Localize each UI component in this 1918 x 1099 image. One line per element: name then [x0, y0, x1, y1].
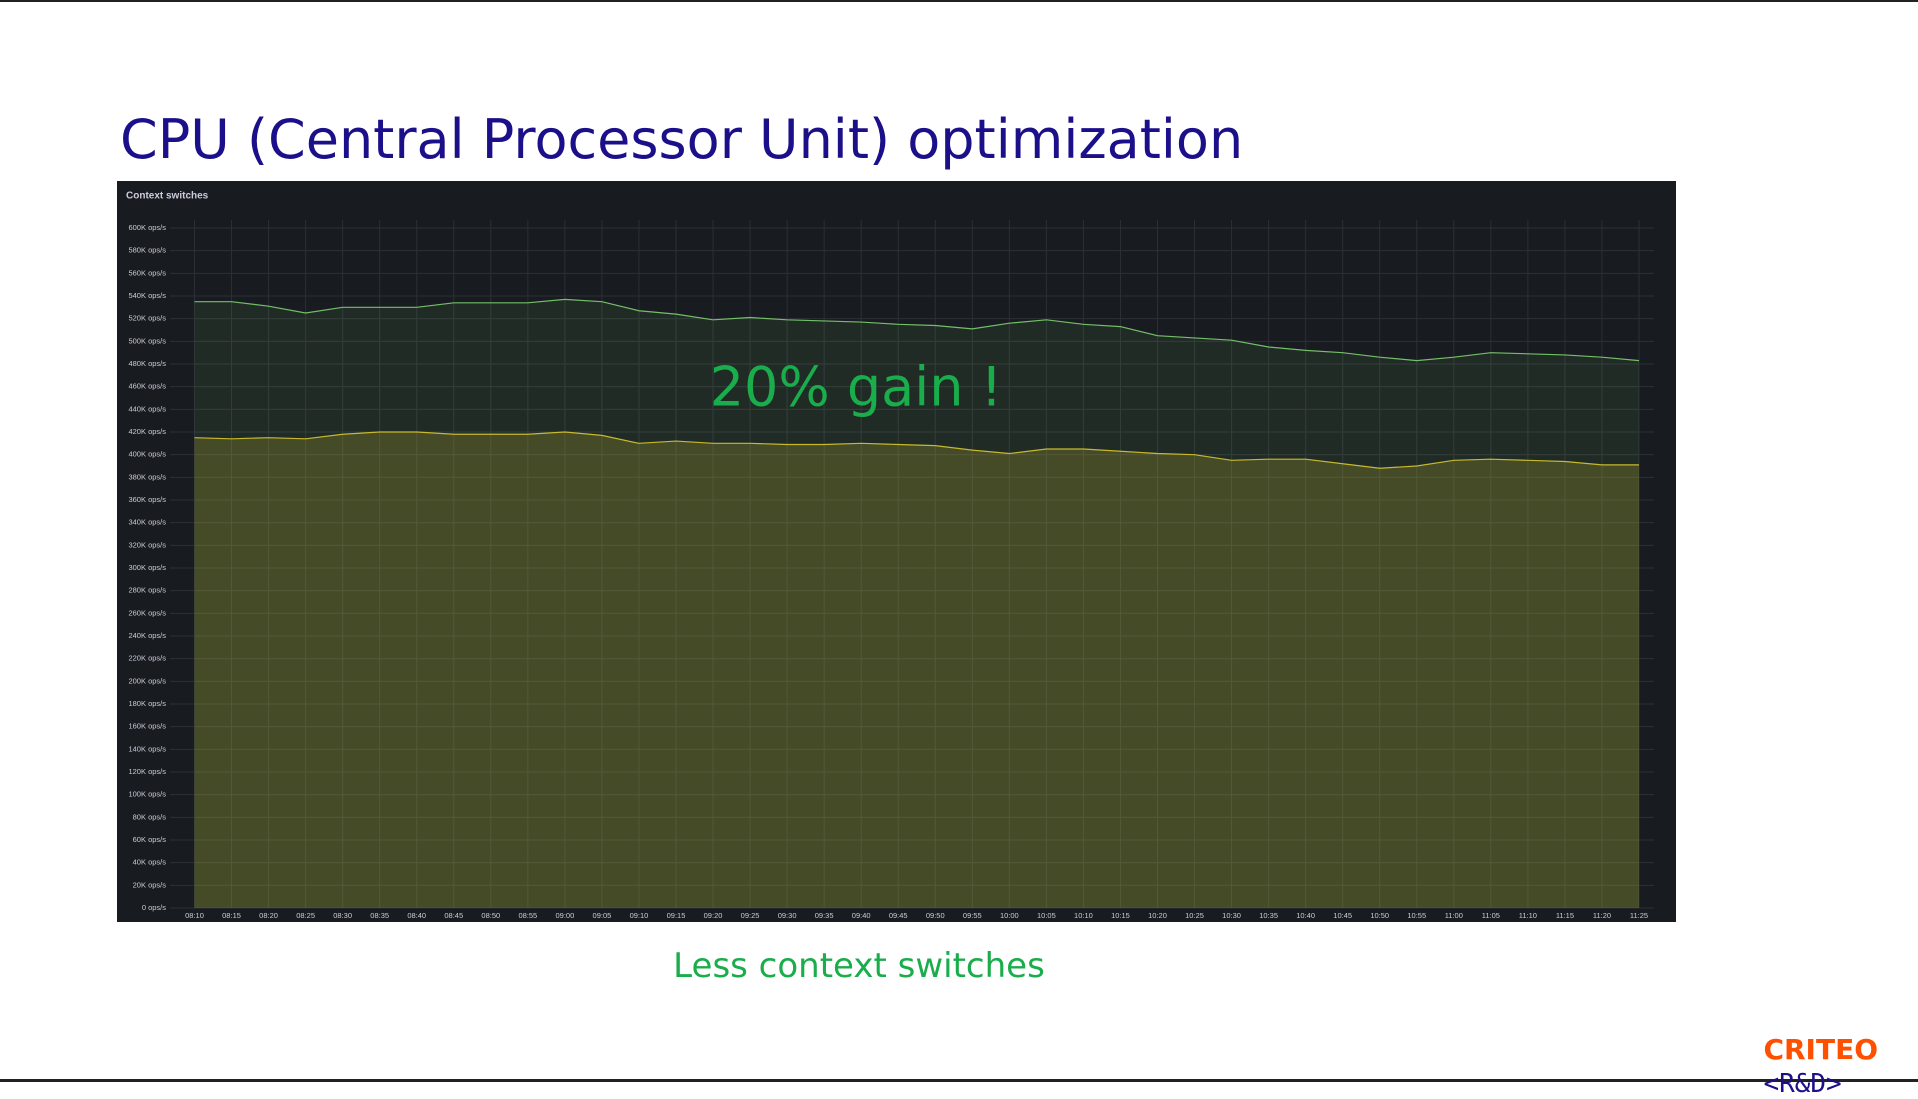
- x-tick-label: 10:15: [1111, 911, 1130, 920]
- y-tick-label: 300K ops/s: [128, 563, 166, 572]
- y-tick-label: 80K ops/s: [133, 812, 167, 821]
- top-border: [0, 0, 1918, 2]
- y-tick-label: 20K ops/s: [133, 880, 167, 889]
- y-tick-label: 280K ops/s: [128, 586, 166, 595]
- x-tick-label: 09:40: [852, 911, 871, 920]
- x-tick-label: 09:45: [889, 911, 908, 920]
- y-tick-label: 540K ops/s: [128, 291, 166, 300]
- y-tick-label: 420K ops/s: [128, 427, 166, 436]
- panel: [117, 181, 1676, 922]
- y-tick-label: 360K ops/s: [128, 495, 166, 504]
- annotation: 20% gain !: [709, 355, 1003, 419]
- y-tick-label: 600K ops/s: [128, 223, 166, 232]
- x-tick-label: 09:55: [963, 911, 982, 920]
- x-tick-label: 08:25: [296, 911, 315, 920]
- y-tick-label: 520K ops/s: [128, 314, 166, 323]
- x-tick-label: 11:10: [1519, 911, 1537, 920]
- x-tick-label: 11:15: [1556, 911, 1574, 920]
- x-tick-label: 08:10: [185, 911, 204, 920]
- y-tick-label: 40K ops/s: [133, 858, 167, 867]
- x-tick-label: 10:20: [1148, 911, 1167, 920]
- x-tick-label: 11:25: [1630, 911, 1648, 920]
- y-tick-label: 380K ops/s: [128, 472, 166, 481]
- x-tick-label: 10:10: [1074, 911, 1093, 920]
- panel-title: Context switches: [126, 191, 209, 202]
- logo: CRITEO <R&D>: [1746, 1000, 1878, 1099]
- x-tick-label: 11:05: [1482, 911, 1500, 920]
- x-tick-label: 10:30: [1222, 911, 1241, 920]
- logo-brand: CRITEO: [1763, 1033, 1878, 1066]
- x-tick-label: 10:05: [1037, 911, 1056, 920]
- slide-title: CPU (Central Processor Unit) optimizatio…: [120, 108, 1244, 171]
- x-tick-label: 08:50: [481, 911, 500, 920]
- y-tick-label: 60K ops/s: [133, 835, 167, 844]
- y-tick-label: 400K ops/s: [128, 450, 166, 459]
- y-tick-label: 100K ops/s: [128, 790, 166, 799]
- x-tick-label: 09:20: [704, 911, 723, 920]
- y-tick-label: 440K ops/s: [128, 404, 166, 413]
- series-area: [194, 299, 1639, 908]
- y-tick-label: 140K ops/s: [128, 744, 166, 753]
- y-tick-label: 240K ops/s: [128, 631, 166, 640]
- x-tick-label: 11:00: [1445, 911, 1463, 920]
- x-tick-label: 10:55: [1407, 911, 1426, 920]
- x-tick-label: 09:05: [593, 911, 612, 920]
- x-tick-label: 09:10: [630, 911, 649, 920]
- series-line: [194, 298, 1640, 362]
- x-tick-label: 10:35: [1259, 911, 1278, 920]
- bottom-border: [0, 1079, 1918, 1082]
- series-area: [194, 432, 1639, 908]
- y-tick-label: 0 ops/s: [142, 903, 166, 912]
- y-tick-label: 220K ops/s: [128, 654, 166, 663]
- x-tick-label: 09:30: [778, 911, 797, 920]
- x-tick-label: 10:45: [1333, 911, 1352, 920]
- x-tick-label: 11:20: [1593, 911, 1611, 920]
- logo-tag: <R&D>: [1763, 1069, 1842, 1099]
- caption: Less context switches: [673, 946, 1045, 986]
- y-tick-label: 320K ops/s: [128, 540, 166, 549]
- x-tick-label: 08:20: [259, 911, 278, 920]
- x-tick-label: 08:40: [407, 911, 426, 920]
- y-tick-label: 120K ops/s: [128, 767, 166, 776]
- x-tick-label: 10:50: [1370, 911, 1389, 920]
- x-tick-label: 08:35: [370, 911, 389, 920]
- y-tick-label: 160K ops/s: [128, 722, 166, 731]
- x-tick-label: 08:30: [333, 911, 352, 920]
- x-tick-label: 09:35: [815, 911, 834, 920]
- x-tick-label: 09:00: [555, 911, 574, 920]
- x-tick-label: 08:15: [222, 911, 241, 920]
- y-tick-label: 580K ops/s: [128, 246, 166, 255]
- y-tick-label: 460K ops/s: [128, 382, 166, 391]
- y-tick-label: 480K ops/s: [128, 359, 166, 368]
- x-tick-label: 08:55: [518, 911, 537, 920]
- x-tick-label: 08:45: [444, 911, 463, 920]
- series-line: [194, 431, 1639, 469]
- x-tick-label: 09:15: [667, 911, 686, 920]
- x-tick-label: 10:00: [1000, 911, 1019, 920]
- y-tick-label: 200K ops/s: [128, 676, 166, 685]
- x-tick-label: 09:50: [926, 911, 945, 920]
- y-tick-label: 500K ops/s: [128, 336, 166, 345]
- y-tick-label: 260K ops/s: [128, 608, 166, 617]
- x-tick-label: 10:40: [1296, 911, 1315, 920]
- y-tick-label: 180K ops/s: [128, 699, 166, 708]
- x-tick-label: 10:25: [1185, 911, 1204, 920]
- x-tick-label: 09:25: [741, 911, 760, 920]
- y-tick-label: 560K ops/s: [128, 268, 166, 277]
- y-tick-label: 340K ops/s: [128, 518, 166, 527]
